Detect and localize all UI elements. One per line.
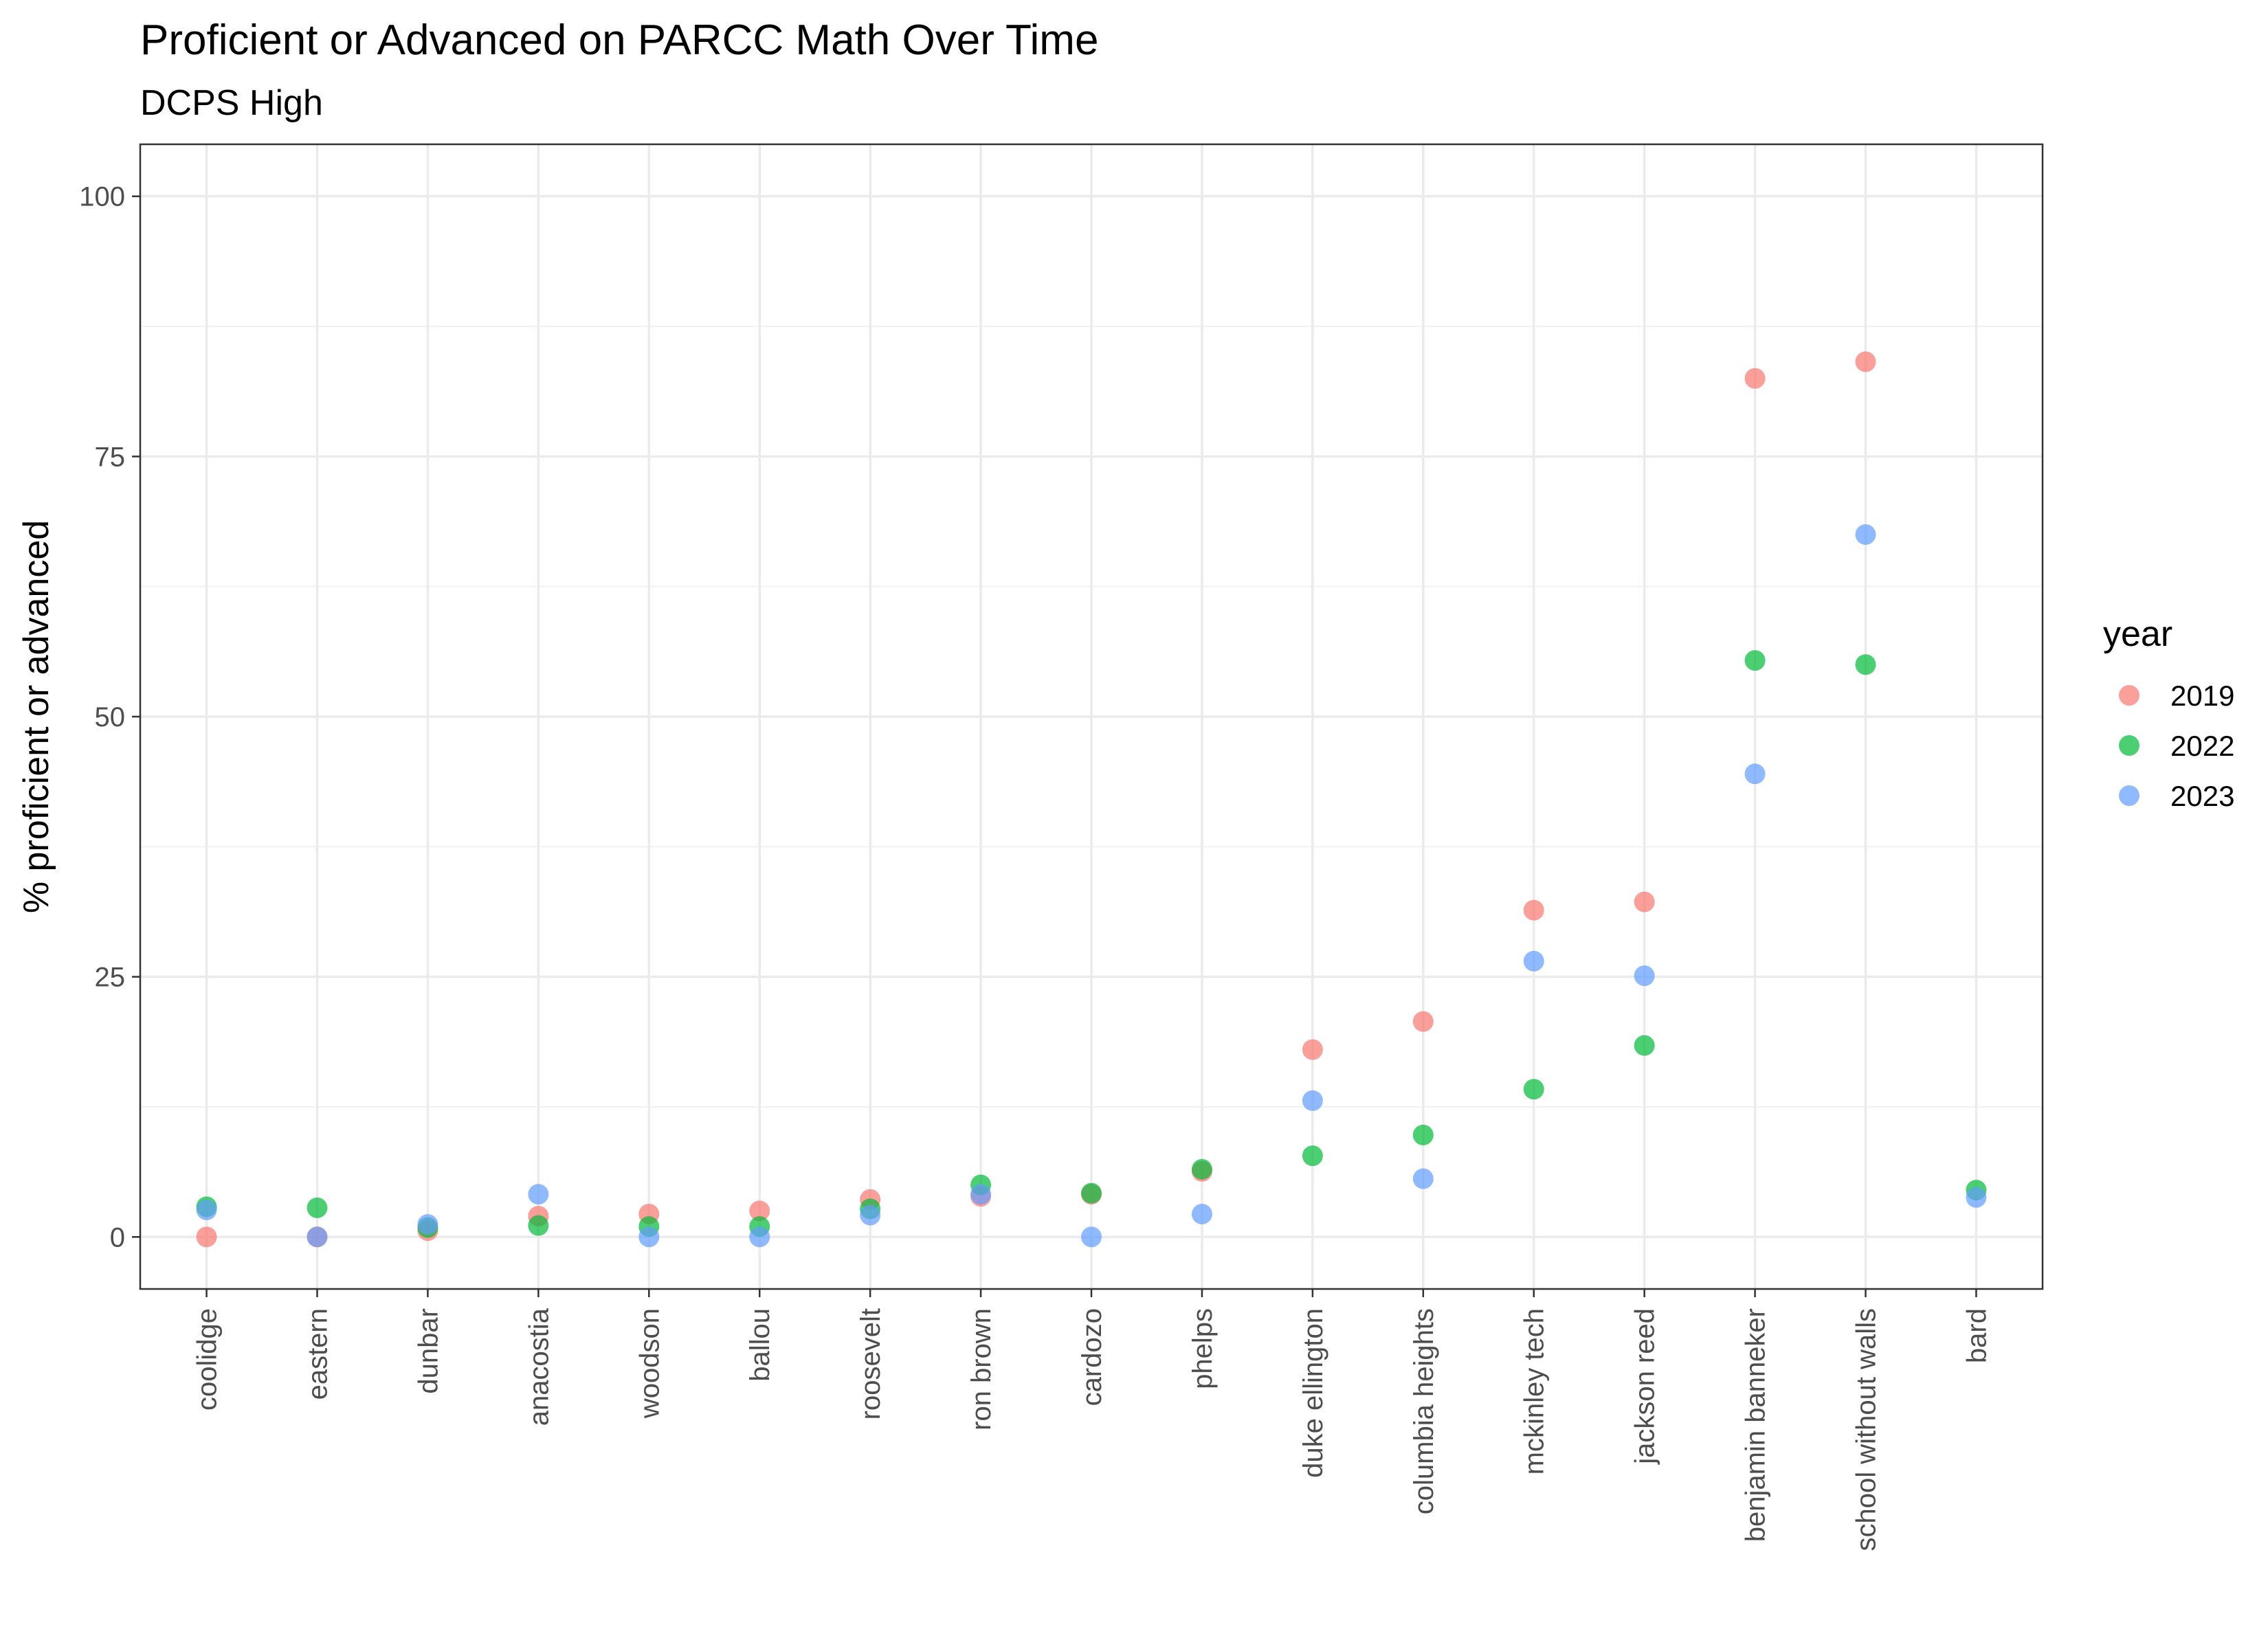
x-tick-label: cardozo [1077,1308,1107,1406]
y-tick-label: 75 [95,442,126,472]
x-tick-label: dunbar [413,1308,443,1394]
data-point [1634,965,1655,987]
data-point [749,1226,770,1248]
x-tick-label: duke ellington [1298,1308,1328,1478]
y-tick-label: 25 [95,963,126,993]
legend-label: 2022 [2170,730,2234,762]
data-point [1634,891,1655,912]
data-point [417,1214,438,1235]
x-tick-label: bard [1961,1308,1992,1363]
data-point [1744,368,1766,389]
y-axis-title: % proficient or advanced [16,520,56,913]
legend-title: year [2103,614,2172,654]
data-point [1523,950,1544,972]
data-point [1412,1168,1434,1189]
data-point [1523,899,1544,921]
data-point [196,1226,217,1248]
data-point [1744,763,1766,785]
data-point [307,1226,328,1248]
data-point [1191,1203,1212,1224]
y-tick-label: 0 [110,1222,125,1253]
data-point [860,1204,881,1226]
data-point [528,1184,549,1205]
data-point [307,1197,328,1218]
x-tick-label: benjamin banneker [1741,1308,1771,1542]
data-point [1966,1187,1987,1208]
data-point [1855,524,1876,545]
data-point [1302,1090,1323,1111]
x-tick-label: ballou [745,1308,775,1382]
legend-key [2119,685,2139,706]
data-point [1855,351,1876,372]
x-tick-label: woodson [634,1308,665,1419]
data-point [1412,1011,1434,1032]
x-tick-label: mckinley tech [1520,1308,1550,1474]
data-point [1523,1079,1544,1100]
data-point [1081,1182,1102,1204]
legend-key [2119,735,2139,756]
x-tick-label: phelps [1188,1308,1218,1389]
data-points [196,351,1987,1248]
data-point [1634,1035,1655,1056]
data-point [638,1226,660,1248]
x-tick-label: school without walls [1852,1308,1882,1551]
y-tick-label: 100 [79,182,125,212]
data-point [1412,1124,1434,1145]
x-tick-label: coolidge [192,1308,223,1411]
data-point [1302,1039,1323,1060]
legend-key [2119,785,2139,806]
legend: year 2019 2022 2023 [2103,614,2234,812]
data-point [1302,1145,1323,1167]
data-point [1744,650,1766,671]
data-point [196,1199,217,1220]
x-tick-label: eastern [302,1308,333,1400]
data-point [1855,654,1876,675]
chart-title: Proficient or Advanced on PARCC Math Ove… [140,16,1099,64]
data-point [528,1215,549,1236]
axes: 0 25 50 75 100 coolidge eastern dunbar anacostia… [79,182,1992,1551]
legend-label: 2023 [2170,780,2234,812]
data-point [749,1200,770,1222]
x-tick-label: ron brown [966,1308,997,1431]
data-point [1081,1226,1102,1248]
legend-label: 2019 [2170,680,2234,712]
data-point [1191,1158,1212,1180]
x-tick-label: roosevelt [856,1308,886,1420]
y-tick-label: 50 [95,702,126,732]
x-tick-label: anacostia [524,1308,554,1426]
grid-lines [140,144,2043,1289]
data-point [970,1184,992,1205]
x-tick-label: jackson reed [1630,1308,1660,1465]
chart-subtitle: DCPS High [140,83,323,123]
x-tick-label: columbia heights [1409,1308,1439,1514]
